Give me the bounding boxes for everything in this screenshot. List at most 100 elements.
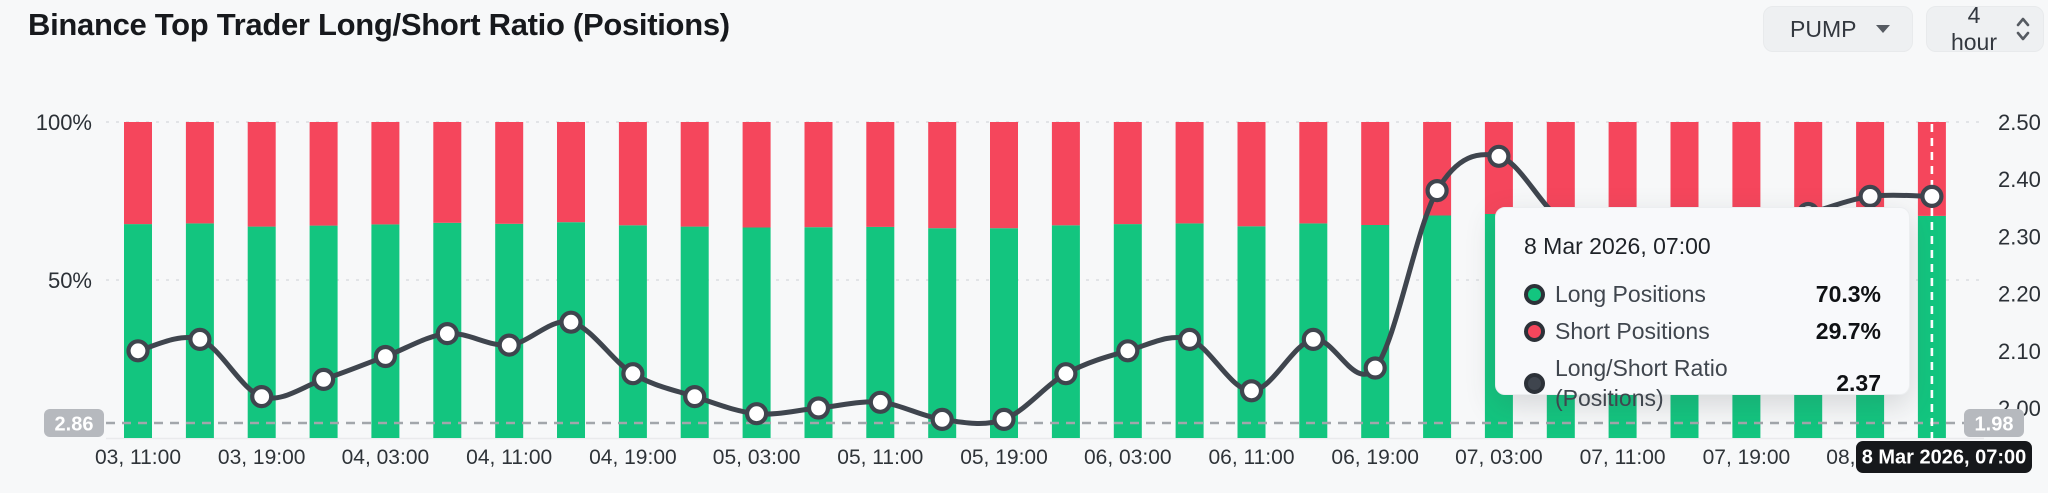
chevron-down-icon [1874, 23, 1892, 35]
symbol-select[interactable]: PUMP [1763, 6, 1913, 52]
svg-text:2.86: 2.86 [55, 414, 94, 436]
svg-text:8 Mar 2026, 07:00: 8 Mar 2026, 07:00 [1862, 447, 2027, 469]
bar-long[interactable] [990, 228, 1018, 438]
chart-tooltip: 8 Mar 2026, 07:00 Long Positions 70.3% S… [1495, 207, 1910, 411]
svg-text:2.30: 2.30 [1998, 224, 2041, 249]
line-marker[interactable] [188, 327, 212, 351]
bar-short[interactable] [618, 122, 647, 226]
bar-short[interactable] [804, 122, 833, 228]
line-marker[interactable] [868, 390, 892, 414]
bar-short[interactable] [1361, 122, 1390, 225]
bar-long[interactable] [1237, 226, 1266, 438]
bar-long[interactable] [618, 225, 647, 438]
bar-short[interactable] [557, 122, 585, 223]
line-marker[interactable] [559, 310, 583, 334]
line-marker[interactable] [250, 385, 274, 409]
long-positions-dot-icon [1524, 283, 1545, 305]
bar-short[interactable] [1175, 122, 1204, 224]
bar-short[interactable] [1113, 122, 1142, 225]
bar-short[interactable] [866, 122, 895, 227]
bar-short[interactable] [1732, 122, 1761, 218]
line-marker[interactable] [312, 367, 336, 391]
up-down-stepper-icon [2015, 16, 2031, 42]
tooltip-row-short: Short Positions 29.7% [1524, 316, 1881, 346]
line-marker[interactable] [1920, 184, 1944, 208]
line-marker[interactable] [1425, 179, 1449, 203]
line-marker[interactable] [1177, 327, 1202, 351]
bar-short[interactable] [247, 122, 276, 227]
interval-select-value: 4 hour [1950, 2, 1998, 55]
bar-short[interactable] [371, 122, 400, 225]
bar-short[interactable] [495, 122, 524, 224]
bar-short[interactable] [1051, 122, 1080, 226]
ratio-dot-icon [1524, 372, 1545, 394]
bar-long[interactable] [1423, 215, 1452, 439]
line-marker[interactable] [744, 402, 769, 426]
bar-short[interactable] [1608, 122, 1637, 218]
line-marker[interactable] [126, 339, 150, 363]
bar-long[interactable] [1113, 224, 1142, 438]
svg-text:07, 19:00: 07, 19:00 [1703, 446, 1791, 469]
line-marker[interactable] [1301, 327, 1325, 351]
tooltip-row-long: Long Positions 70.3% [1524, 279, 1881, 309]
bar-short[interactable] [1794, 122, 1823, 217]
bar-long[interactable] [124, 224, 152, 438]
bar-short[interactable] [185, 122, 214, 224]
bar-long[interactable] [1361, 225, 1390, 438]
bar-short[interactable] [433, 122, 462, 223]
bar-long[interactable] [309, 225, 338, 438]
line-marker[interactable] [1487, 144, 1511, 168]
svg-text:05, 03:00: 05, 03:00 [713, 446, 801, 469]
bar-short[interactable] [1484, 122, 1513, 214]
line-marker[interactable] [683, 385, 707, 409]
svg-text:2.40: 2.40 [1998, 167, 2041, 192]
svg-text:07, 03:00: 07, 03:00 [1455, 446, 1543, 469]
svg-text:03, 19:00: 03, 19:00 [218, 446, 306, 469]
tooltip-date: 8 Mar 2026, 07:00 [1524, 233, 1711, 259]
svg-text:2.50: 2.50 [1998, 110, 2041, 135]
line-marker[interactable] [992, 407, 1016, 431]
svg-text:50%: 50% [48, 268, 92, 293]
line-marker[interactable] [497, 333, 521, 357]
bar-short[interactable] [124, 122, 152, 225]
svg-text:04, 11:00: 04, 11:00 [466, 446, 552, 469]
bar-short[interactable] [309, 122, 338, 226]
tooltip-row-ratio: Long/Short Ratio (Positions) 2.37 [1524, 353, 1881, 413]
bar-long[interactable] [928, 228, 957, 438]
bar-short[interactable] [1670, 122, 1699, 219]
svg-text:2.10: 2.10 [1998, 339, 2041, 364]
crosshair-left-value-badge: 2.86 [44, 409, 104, 437]
bar-long[interactable] [371, 224, 400, 438]
interval-select[interactable]: 4 hour [1926, 2, 2044, 55]
line-marker[interactable] [373, 344, 397, 369]
line-marker[interactable] [1858, 184, 1882, 208]
bar-long[interactable] [1051, 225, 1080, 438]
bar-long[interactable] [495, 223, 524, 438]
bar-short[interactable] [742, 122, 771, 228]
svg-text:1.98: 1.98 [1975, 414, 2014, 436]
svg-text:06, 03:00: 06, 03:00 [1084, 446, 1172, 469]
svg-text:04, 03:00: 04, 03:00 [342, 446, 430, 469]
line-marker[interactable] [1116, 339, 1140, 363]
bar-short[interactable] [680, 122, 709, 227]
line-marker[interactable] [1054, 362, 1078, 386]
line-marker[interactable] [1239, 379, 1264, 403]
bar-short[interactable] [1237, 122, 1266, 227]
line-marker[interactable] [1363, 356, 1387, 380]
svg-text:2.20: 2.20 [1998, 282, 2041, 307]
bar-short[interactable] [1546, 122, 1575, 217]
svg-text:03, 11:00: 03, 11:00 [95, 446, 181, 469]
line-marker[interactable] [806, 396, 831, 420]
bar-short[interactable] [1299, 122, 1328, 224]
line-marker[interactable] [621, 362, 645, 386]
bar-short[interactable] [928, 122, 957, 229]
bar-short[interactable] [990, 122, 1018, 229]
line-marker[interactable] [435, 322, 459, 346]
svg-text:06, 11:00: 06, 11:00 [1208, 446, 1294, 469]
crosshair-date-badge: 8 Mar 2026, 07:00 [1856, 441, 2032, 473]
line-marker[interactable] [930, 407, 954, 431]
chart-controls: PUMP 4 hour [1763, 2, 2044, 55]
